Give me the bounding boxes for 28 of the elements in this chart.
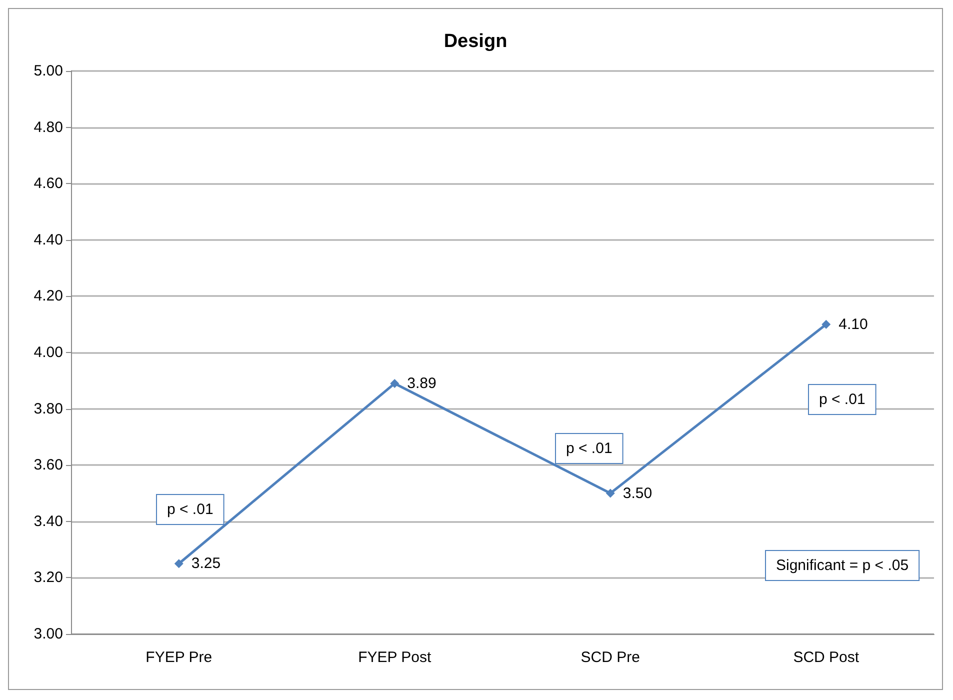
y-tick-label: 4.00 xyxy=(34,344,63,361)
annotation: Significant = p < .05 xyxy=(776,557,909,574)
y-tick-label: 3.00 xyxy=(34,626,63,642)
x-tick-label: FYEP Post xyxy=(358,649,432,666)
y-tick-label: 3.20 xyxy=(34,569,63,586)
x-tick-label: SCD Post xyxy=(793,649,860,666)
y-tick-label: 4.20 xyxy=(34,288,63,305)
point xyxy=(822,320,831,329)
annotation: p < .01 xyxy=(819,391,866,408)
point xyxy=(174,559,184,568)
y-tick-label: 3.60 xyxy=(34,456,63,474)
y-tick-label: 3.40 xyxy=(34,512,63,530)
annotation: p < .01 xyxy=(167,501,214,518)
y-tick-label: 3.80 xyxy=(34,400,63,418)
x-tick-label: SCD Pre xyxy=(580,649,640,666)
data-label: 3.50 xyxy=(622,484,652,502)
data-label: 4.10 xyxy=(838,316,868,333)
data-label: 3.25 xyxy=(191,555,221,572)
data-label: 3.89 xyxy=(407,374,436,392)
point xyxy=(390,378,400,388)
y-tick-label: 5.00 xyxy=(34,62,63,80)
y-tick-label: 4.60 xyxy=(34,175,63,192)
y-tick-label: 4.40 xyxy=(34,231,63,248)
x-tick-label: FYEP Pre xyxy=(146,649,212,666)
y-tick-label: 4.80 xyxy=(34,118,63,136)
point xyxy=(606,488,615,498)
chart-title: Design xyxy=(444,31,508,52)
annotation: p < .01 xyxy=(566,440,612,457)
